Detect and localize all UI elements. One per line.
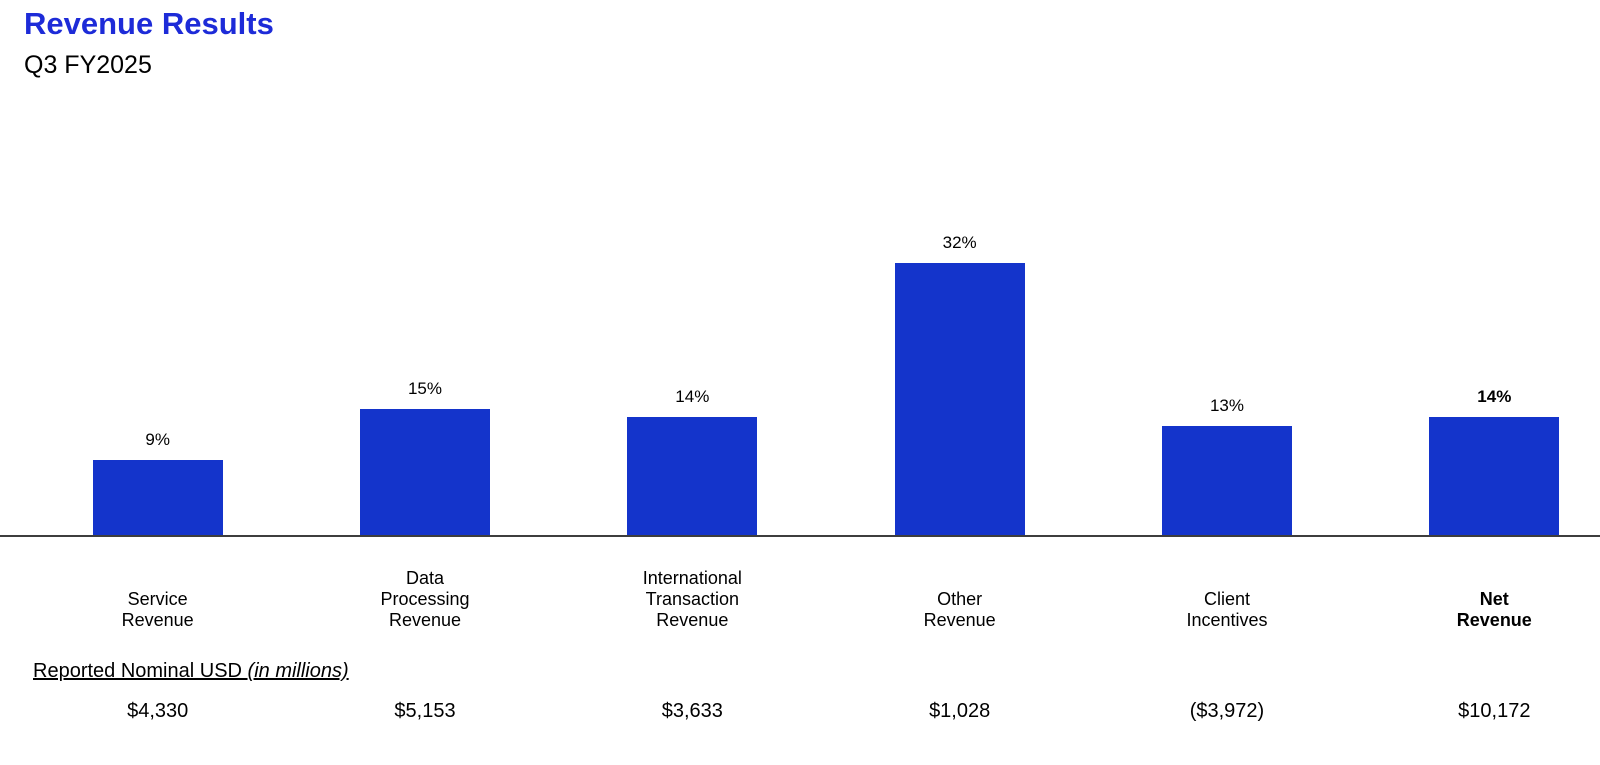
bar-column: 14%	[559, 387, 826, 537]
category-labels-row: Service Revenue Data Processing Revenue In…	[24, 568, 1600, 631]
bar-value-label: 15%	[407, 379, 442, 398]
category-label: Data Processing Revenue	[380, 568, 470, 630]
category-column: Net Revenue	[1361, 568, 1600, 631]
bar-column: 9%	[24, 430, 291, 537]
category-column: Other Revenue	[826, 568, 1093, 631]
bar-column: 14%	[1361, 387, 1600, 537]
usd-value-column: $4,330	[24, 700, 291, 723]
bar-value-label: 32%	[942, 233, 977, 252]
usd-row-caption-italic: (in millions)	[247, 660, 349, 682]
bar	[894, 263, 1025, 537]
category-label: International Transaction Revenue	[642, 568, 742, 630]
category-label: Other Revenue	[923, 589, 996, 630]
usd-values-row: $4,330 $5,153 $3,633 $1,028 ($3,972) $10,172	[24, 700, 1600, 723]
bar-chart-plot-area: 9% 15% 14% 32% 13% 14%	[24, 0, 1600, 537]
bar-column: 32%	[826, 233, 1093, 537]
x-axis-line	[0, 535, 1600, 537]
usd-value-column: $10,172	[1361, 700, 1600, 723]
usd-value: ($3,972)	[1189, 700, 1265, 722]
bar-value-label: 14%	[675, 387, 710, 406]
bar	[1429, 417, 1560, 537]
category-label: Net Revenue	[1456, 589, 1532, 630]
bar-value-label: 9%	[145, 430, 170, 449]
usd-value-column: $1,028	[826, 700, 1093, 723]
usd-value-column: $5,153	[291, 700, 558, 723]
usd-value: $10,172	[1458, 700, 1531, 722]
usd-value-column: $3,633	[559, 700, 826, 723]
bar-value-label: 13%	[1209, 396, 1244, 415]
header: Revenue Results Q3 FY2025	[24, 6, 274, 80]
bar-column: 13%	[1093, 396, 1360, 537]
bar-value-label: 14%	[1477, 387, 1512, 406]
bar	[1161, 426, 1292, 537]
bar	[92, 460, 223, 537]
usd-row-caption: Reported Nominal USD (in millions)	[33, 660, 349, 683]
bar	[359, 409, 490, 537]
category-column: International Transaction Revenue	[559, 568, 826, 631]
usd-row-caption-text: Reported Nominal USD (in millions)	[33, 660, 349, 682]
category-label: Client Incentives	[1186, 589, 1268, 630]
usd-row-caption-main: Reported Nominal USD	[33, 660, 248, 682]
page-subtitle: Q3 FY2025	[24, 51, 152, 79]
page-title: Revenue Results	[24, 6, 274, 41]
usd-value: $5,153	[394, 700, 456, 722]
category-label: Service Revenue	[121, 589, 194, 630]
usd-value: $4,330	[127, 700, 189, 722]
category-column: Client Incentives	[1093, 568, 1360, 631]
bar	[627, 417, 758, 537]
category-column: Service Revenue	[24, 568, 291, 631]
bar-column: 15%	[291, 379, 558, 537]
usd-value-column: ($3,972)	[1093, 700, 1360, 723]
category-column: Data Processing Revenue	[291, 568, 558, 631]
usd-value: $3,633	[661, 700, 723, 722]
usd-value: $1,028	[929, 700, 991, 722]
